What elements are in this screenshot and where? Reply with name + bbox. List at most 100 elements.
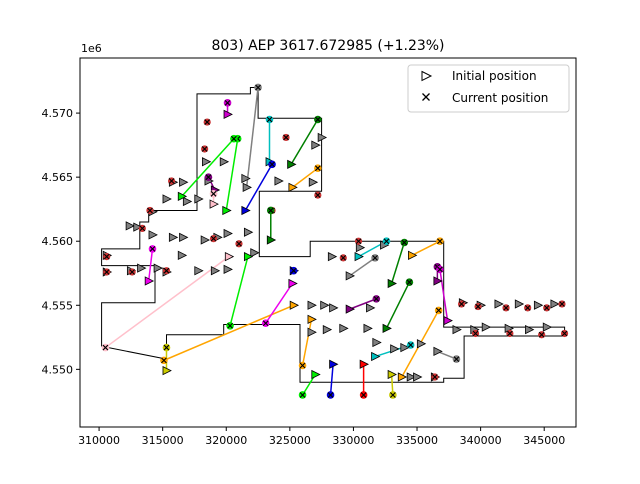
current-position-marker: [453, 356, 460, 362]
x-tick-label: 345000: [523, 434, 565, 447]
initial-position-marker: [397, 372, 408, 382]
initial-position-marker: [241, 173, 251, 184]
initial-position-marker: [200, 235, 211, 245]
initial-position-marker: [433, 346, 443, 357]
initial-position-marker: [153, 263, 163, 273]
initial-position-marker: [179, 177, 189, 187]
initial-position-marker: [345, 304, 356, 314]
initial-position-marker: [162, 365, 172, 376]
x-tick-label: 310000: [78, 434, 120, 447]
current-position-marker: [524, 304, 531, 311]
current-position-marker: [267, 207, 274, 214]
turbine-move-line: [439, 269, 449, 321]
current-position-marker: [161, 357, 167, 364]
initial-position-marker: [525, 324, 535, 335]
current-position-marker: [538, 331, 545, 338]
turbine-move-line: [245, 87, 259, 188]
initial-position-marker: [307, 300, 317, 310]
initial-position-marker: [223, 228, 233, 239]
initial-position-marker: [222, 205, 232, 216]
initial-position-marker: [311, 369, 321, 380]
turbine-move-line: [411, 240, 441, 256]
current-position-marker: [503, 304, 509, 311]
initial-position-marker: [182, 196, 193, 207]
initial-position-marker: [223, 264, 233, 275]
turbine-move-line: [104, 255, 230, 349]
initial-position-marker: [387, 369, 397, 380]
x-tick-label: 330000: [332, 434, 374, 447]
current-position-marker: [129, 269, 136, 275]
current-position-marker: [561, 330, 568, 337]
current-position-marker: [327, 392, 334, 398]
initial-position-marker: [354, 251, 364, 262]
current-position-marker: [103, 269, 110, 275]
y-tick-label: 4.565: [42, 171, 74, 184]
initial-position-marker: [162, 194, 172, 204]
initial-position-marker: [355, 242, 366, 253]
initial-position-marker: [514, 299, 525, 309]
current-position-marker: [201, 146, 208, 152]
initial-position-marker: [481, 322, 492, 332]
x-tick-label: 340000: [460, 434, 502, 447]
turbine-move-line: [181, 138, 235, 197]
current-position-marker: [355, 238, 362, 245]
y-tick-label: 4.550: [42, 363, 74, 376]
current-position-marker: [269, 161, 275, 168]
current-position-marker: [435, 307, 442, 314]
initial-position-marker: [202, 157, 212, 167]
legend-label-current: Current position: [452, 91, 548, 105]
initial-position-marker: [406, 372, 417, 382]
initial-position-marker: [219, 157, 230, 167]
current-position-marker: [210, 235, 217, 242]
turbine-move-line: [265, 283, 294, 324]
initial-position-marker: [542, 322, 553, 332]
current-position-marker: [401, 239, 408, 246]
current-position-marker: [283, 134, 289, 141]
initial-position-marker: [288, 278, 298, 289]
current-position-marker: [290, 267, 297, 274]
current-position-marker: [210, 190, 217, 197]
initial-position-marker: [494, 299, 504, 309]
turbine-move-line: [244, 163, 273, 211]
legend-x-icon: [422, 93, 430, 101]
current-position-marker: [437, 238, 443, 245]
initial-position-marker: [289, 300, 300, 310]
plot-area: [101, 83, 569, 399]
initial-position-marker: [327, 251, 338, 262]
initial-position-marker: [400, 342, 410, 353]
current-position-marker: [205, 174, 212, 181]
current-position-marker: [163, 267, 170, 274]
initial-position-marker: [274, 176, 284, 186]
initial-position-marker: [443, 316, 453, 326]
initial-position-marker: [311, 140, 321, 150]
current-position-marker: [224, 99, 231, 106]
initial-position-marker: [177, 191, 188, 202]
initial-position-marker: [148, 230, 158, 240]
initial-position-marker: [317, 132, 328, 143]
initial-position-marker: [243, 227, 254, 237]
initial-position-marker: [382, 323, 392, 333]
initial-position-marker: [288, 182, 298, 193]
initial-position-marker: [372, 337, 382, 348]
current-position-marker: [340, 254, 347, 261]
current-position-marker: [163, 344, 170, 351]
turbine-move-line: [290, 119, 319, 165]
turbine-move-line: [385, 281, 411, 329]
chart-title: 803) AEP 3617.672985 (+1.23%): [211, 38, 444, 54]
initial-position-marker: [322, 324, 333, 335]
initial-position-marker: [241, 205, 251, 216]
initial-position-marker: [137, 263, 147, 273]
turbine-move-line: [291, 167, 319, 189]
turbine-move-line: [349, 257, 376, 277]
y-axis-offset-label: 1e6: [81, 42, 102, 55]
x-tick-label: 325000: [269, 434, 311, 447]
initial-position-marker: [223, 109, 233, 120]
initial-position-marker: [387, 278, 397, 289]
current-position-marker: [314, 192, 321, 198]
initial-position-marker: [329, 359, 339, 369]
initial-position-marker: [416, 339, 427, 349]
initial-position-marker: [339, 323, 349, 333]
initial-position-marker: [550, 299, 560, 309]
current-position-marker: [147, 207, 153, 214]
